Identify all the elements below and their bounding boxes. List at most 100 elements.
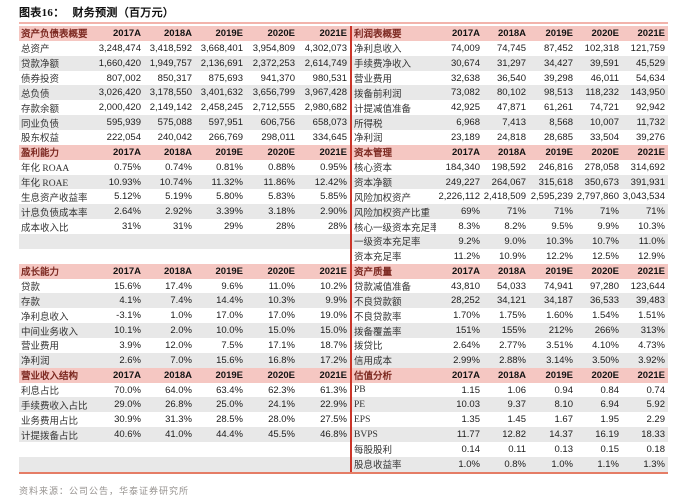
value-cell: 3,248,474 — [95, 40, 144, 56]
value-cell: 8.10 — [529, 397, 576, 413]
value-cell: 595,939 — [95, 115, 144, 131]
value-cell: 12.5% — [576, 248, 622, 264]
row-label: 利息占比 — [19, 382, 95, 398]
table-row: 资本充足率 11.2% 10.9% 12.2% 12.5% 12.9% — [352, 248, 668, 264]
year-column-header: 2019E — [195, 26, 246, 41]
row-label: 生息资产收益率 — [19, 189, 95, 205]
value-cell: 16.8% — [246, 352, 298, 368]
section-header-row: 估值分析 2017A 2018A 2019E 2020E 2021E — [352, 367, 668, 383]
row-label: 一级资本充足率 — [352, 234, 436, 249]
section-header-row: 资产负债表概要 2017A 2018A 2019E 2020E 2021E — [19, 26, 350, 41]
blank-row — [19, 234, 350, 249]
value-cell: 2,614,749 — [298, 55, 350, 71]
value-cell: 980,531 — [298, 70, 350, 86]
section-header-row: 营业收入结构 2017A 2018A 2019E 2020E 2021E — [19, 367, 350, 383]
value-cell — [246, 456, 298, 472]
value-cell: 1.0% — [529, 456, 576, 472]
value-cell: 0.14 — [436, 442, 483, 457]
value-cell: -3.1% — [95, 308, 144, 324]
row-label: PE — [352, 397, 436, 413]
year-column-header: 2017A — [436, 144, 483, 160]
value-cell: 74,009 — [436, 40, 483, 56]
value-cell: 2,136,691 — [195, 55, 246, 71]
table-row: 利息占比 70.0% 64.0% 63.4% 62.3% 61.3% — [19, 382, 350, 398]
value-cell: 28.5% — [195, 412, 246, 428]
income-statement-and-valuation-table: 利润表概要 2017A 2018A 2019E 2020E 2021E 净利息收入 74,00… — [352, 26, 668, 472]
value-cell: 1.95 — [576, 412, 622, 428]
value-cell: 4.10% — [576, 338, 622, 353]
row-label: 年化 ROAE — [19, 174, 95, 190]
value-cell: 36,540 — [483, 70, 529, 86]
value-cell: 46.8% — [298, 427, 350, 443]
year-column-header: 2017A — [436, 263, 483, 279]
value-cell: 5.92 — [622, 397, 668, 413]
value-cell: 4.73% — [622, 338, 668, 353]
value-cell: 11.77 — [436, 427, 483, 443]
value-cell: 1.0% — [436, 456, 483, 472]
value-cell: 10.03 — [436, 397, 483, 413]
section-header-row: 资本管理 2017A 2018A 2019E 2020E 2021E — [352, 144, 668, 160]
tables-container: 资产负债表概要 2017A 2018A 2019E 2020E 2021E 总资产 3,248… — [19, 26, 668, 472]
value-cell: 14.37 — [529, 427, 576, 443]
value-cell: 350,673 — [576, 174, 622, 190]
value-cell: 298,011 — [246, 130, 298, 145]
table-row: 营业费用 32,638 36,540 39,298 46,011 54,634 — [352, 70, 668, 86]
value-cell: 43,810 — [436, 278, 483, 294]
value-cell: 2,712,555 — [246, 100, 298, 116]
balance-sheet-and-ratios-table: 资产负债表概要 2017A 2018A 2019E 2020E 2021E 总资产 3,248… — [19, 26, 350, 472]
value-cell: 17.2% — [298, 352, 350, 368]
table-row: 存款余额 2,000,420 2,149,142 2,458,245 2,712,555… — [19, 100, 350, 116]
value-cell: 2,797,860 — [576, 189, 622, 205]
value-cell: 2.90% — [298, 204, 350, 220]
value-cell: 4.1% — [95, 293, 144, 309]
value-cell: 0.81% — [195, 159, 246, 175]
value-cell: 7.0% — [144, 352, 195, 368]
value-cell: 32,638 — [436, 70, 483, 86]
value-cell: 9.9% — [576, 219, 622, 235]
value-cell: 15.6% — [95, 278, 144, 294]
year-column-header: 2019E — [529, 367, 576, 383]
table-row: 拨备前利润 73,082 80,102 98,513 118,232 143,950 — [352, 85, 668, 101]
table-row: 净利息收入 74,009 74,745 87,452 102,318 121,759 — [352, 40, 668, 56]
value-cell: 10.2% — [298, 278, 350, 294]
row-label: 每股股利 — [352, 442, 436, 457]
table-row: 总资产 3,248,474 3,418,592 3,668,401 3,954,809 4… — [19, 40, 350, 56]
row-label — [19, 442, 95, 457]
year-column-header: 2018A — [144, 26, 195, 41]
value-cell: 17.4% — [144, 278, 195, 294]
year-column-header: 2021E — [622, 263, 668, 279]
row-label: 手续费净收入 — [352, 55, 436, 71]
table-row: 手续费收入占比 29.0% 26.8% 25.0% 24.1% 22.9% — [19, 397, 350, 413]
blank-row — [19, 456, 350, 472]
value-cell: 222,054 — [95, 130, 144, 145]
value-cell: 1.54% — [576, 308, 622, 324]
year-column-header: 2017A — [95, 263, 144, 279]
value-cell: 33,504 — [576, 130, 622, 145]
value-cell: 1.51% — [622, 308, 668, 324]
year-column-header: 2019E — [195, 144, 246, 160]
value-cell: 2,149,142 — [144, 100, 195, 116]
row-label: 净利润 — [352, 130, 436, 145]
row-label: 存款余额 — [19, 100, 95, 116]
value-cell: 3.39% — [195, 204, 246, 220]
value-cell: 24,818 — [483, 130, 529, 145]
row-label: 不良贷款额 — [352, 293, 436, 309]
value-cell: 313% — [622, 323, 668, 339]
year-column-header: 2020E — [576, 263, 622, 279]
value-cell: 8,568 — [529, 115, 576, 131]
row-label: 计提减值准备 — [352, 100, 436, 116]
value-cell: 10.9% — [483, 248, 529, 264]
row-label: 总资产 — [19, 40, 95, 56]
value-cell: 198,592 — [483, 159, 529, 175]
year-column-header: 2018A — [483, 144, 529, 160]
value-cell: 2.29 — [622, 412, 668, 428]
row-label: 营业费用 — [352, 70, 436, 86]
value-cell: 92,942 — [622, 100, 668, 116]
year-column-header: 2020E — [246, 367, 298, 383]
year-column-header: 2021E — [298, 144, 350, 160]
value-cell: 1.0% — [144, 308, 195, 324]
page-title: 图表16： 财务预测（百万元） — [19, 4, 174, 20]
value-cell: 2.64% — [436, 338, 483, 353]
value-cell: 2.64% — [95, 204, 144, 220]
value-cell: 17.0% — [246, 308, 298, 324]
